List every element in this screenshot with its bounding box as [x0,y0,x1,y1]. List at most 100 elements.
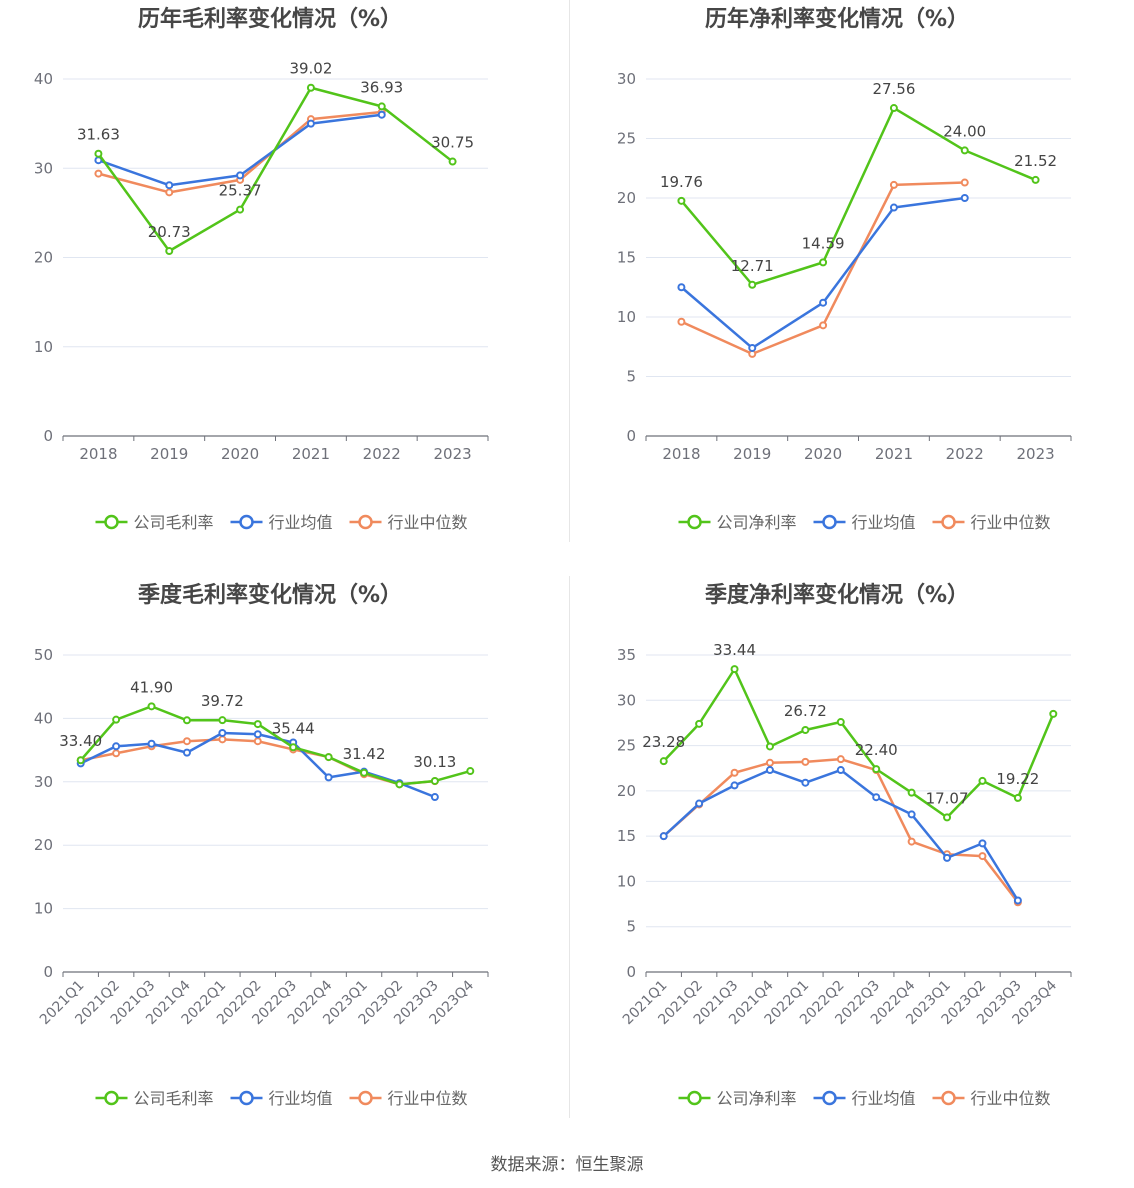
data-point-median [730,768,739,777]
y-tick-label: 0 [43,427,53,445]
x-tick-label: 2022 [946,445,984,463]
data-point-median [165,188,174,197]
data-label: 39.02 [289,60,332,78]
data-label: 19.22 [996,770,1039,788]
y-tick-label: 20 [617,782,636,800]
x-tick-label: 2019 [733,445,771,463]
data-point-company [289,743,298,752]
y-tick-label: 10 [34,338,53,356]
data-label: 30.75 [431,134,474,152]
data-label: 31.42 [343,745,386,763]
data-point-company [448,157,457,166]
data-point-company [819,258,828,267]
data-point-company [659,757,668,766]
y-tick-label: 10 [617,872,636,890]
data-point-avg [889,203,898,212]
legend-label: 公司毛利率 [134,513,214,532]
data-point-median [94,169,103,178]
legend-label: 公司净利率 [717,513,797,532]
data-point-company [907,788,916,797]
legend-marker [941,1090,956,1106]
legend-item-avg[interactable]: 行业均值 [813,1089,916,1108]
y-tick-label: 35 [617,646,636,664]
data-label: 12.71 [731,257,774,275]
data-point-avg [819,298,828,307]
data-point-avg [324,773,333,782]
data-source-note: 数据来源：恒生聚源 [490,1155,644,1175]
legend-label: 行业中位数 [388,1089,468,1108]
data-label: 23.28 [642,733,685,751]
y-tick-label: 30 [617,70,636,88]
series-line-company [680,106,1037,287]
data-point-avg [765,766,774,775]
data-point-avg [872,793,881,802]
x-tick-label: 2021 [875,445,913,463]
data-point-company [218,716,227,725]
y-tick-label: 40 [34,70,53,88]
data-label: 30.13 [413,753,456,771]
x-tick-label: 2022 [363,445,401,463]
data-point-avg [801,778,810,787]
y-tick-label: 25 [617,737,636,755]
y-tick-label: 40 [34,709,53,727]
data-point-avg [695,799,704,808]
legend-item-avg[interactable]: 行业均值 [230,1089,333,1108]
data-point-avg [748,343,757,352]
data-point-median [677,317,686,326]
chart-svg-2: 季度毛利率变化情况（%）010203040502021Q12021Q22021Q… [34,582,489,1108]
legend-item-company[interactable]: 公司毛利率 [95,1089,214,1108]
legend-item-avg[interactable]: 行业均值 [230,513,333,532]
y-tick-label: 0 [626,427,636,445]
data-point-median [907,837,916,846]
data-point-company [765,742,774,751]
data-point-company [677,196,686,205]
x-tick-label: 2018 [662,445,700,463]
data-label: 33.40 [59,732,102,750]
legend-marker [822,1090,837,1106]
y-tick-label: 30 [34,773,53,791]
data-point-avg [377,110,386,119]
chart-title: 历年净利率变化情况（%） [705,6,969,32]
data-point-median [218,735,227,744]
y-tick-label: 15 [617,827,636,845]
data-point-company [76,756,85,765]
data-point-median [819,321,828,330]
legend-item-median[interactable]: 行业中位数 [932,1089,1051,1108]
legend-label: 行业中位数 [388,513,468,532]
data-point-avg [943,853,952,862]
data-point-avg [147,739,156,748]
legend-label: 行业均值 [269,1089,333,1108]
data-label: 26.72 [784,702,827,720]
data-label: 39.72 [201,692,244,710]
data-point-company [695,719,704,728]
data-point-avg [1013,896,1022,905]
data-label: 35.44 [272,719,315,737]
x-tick-label: 2019 [150,445,188,463]
chart-svg-1: 历年净利率变化情况（%） 0 5 10 15 20 25 30 2018 2019 2020 2021… [617,6,1072,532]
legend-item-avg[interactable]: 行业均值 [813,513,916,532]
data-point-median [889,180,898,189]
data-point-avg [960,194,969,202]
legend-label: 公司净利率 [717,1089,797,1108]
legend-label: 行业中位数 [971,1089,1051,1108]
series-line-company [97,86,454,253]
legend-item-median[interactable]: 行业中位数 [349,513,468,532]
data-point-company [1013,793,1022,802]
data-point-avg [112,742,121,751]
chart-svg-0: 历年毛利率变化情况（%） 0 10 20 30 40 2018 2019 2020 2021 202… [34,6,489,532]
data-point-avg [430,793,439,802]
data-point-company [395,780,404,789]
series-line-company [662,667,1055,819]
annual-net-margin-chart: 历年净利率变化情况（%） 0 5 10 15 20 25 30 2018 2019 2020 2021… [567,0,1134,576]
y-tick-label: 0 [43,963,53,981]
data-label: 27.56 [872,80,915,98]
legend-item-company[interactable]: 公司净利率 [678,513,797,532]
data-point-avg [165,181,174,190]
legend-item-median[interactable]: 行业中位数 [932,513,1051,532]
chart-title: 季度净利率变化情况（%） [705,582,969,608]
legend-item-company[interactable]: 公司净利率 [678,1089,797,1108]
data-point-company [182,716,191,725]
legend-item-company[interactable]: 公司毛利率 [95,513,214,532]
data-point-company [960,146,969,155]
legend-item-median[interactable]: 行业中位数 [349,1089,468,1108]
